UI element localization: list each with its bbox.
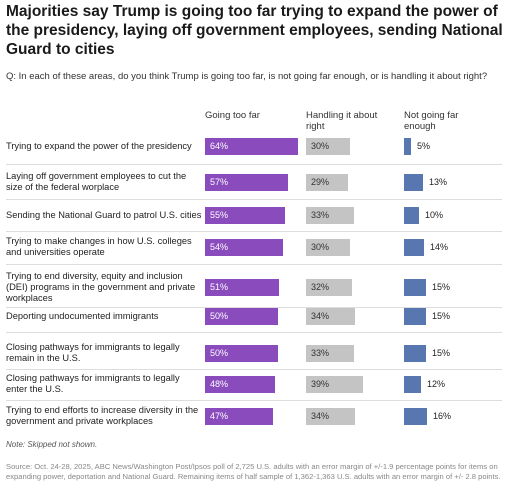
bar-going-too-far (205, 345, 278, 362)
survey-question: Q: In each of these areas, do you think … (6, 71, 488, 82)
bar-not-going-far-enough (404, 376, 421, 393)
data-label-handling-about-right: 30% (311, 242, 330, 252)
row-label: Trying to end diversity, equity and incl… (6, 270, 196, 303)
column-header-not-going-far-enough: Not going far enough (404, 110, 459, 132)
bar-not-going-far-enough (404, 408, 427, 425)
row-label: Closing pathways for immigrants to legal… (6, 373, 180, 394)
bar-handling-about-right (306, 376, 363, 393)
chart-note: Note: Skipped not shown. (6, 440, 98, 449)
bar-not-going-far-enough (404, 207, 419, 224)
data-label-going-too-far: 57% (210, 177, 229, 187)
bar-not-going-far-enough (404, 239, 424, 256)
row-label: Closing pathways for immigrants to legal… (6, 342, 180, 363)
column-header-handling-about-right: Handling it about right (306, 110, 378, 132)
bar-handling-about-right (306, 345, 354, 362)
data-label-not-going-far-enough: 10% (425, 210, 444, 220)
row-divider (6, 231, 502, 232)
data-label-going-too-far: 47% (210, 411, 229, 421)
bar-not-going-far-enough (404, 279, 426, 296)
row-divider (6, 264, 502, 265)
row-divider (6, 332, 502, 333)
row-divider (6, 369, 502, 370)
bar-handling-about-right (306, 408, 355, 425)
data-label-not-going-far-enough: 13% (429, 177, 448, 187)
row-divider (6, 307, 502, 308)
data-label-going-too-far: 48% (210, 379, 229, 389)
bar-going-too-far (205, 408, 273, 425)
bar-not-going-far-enough (404, 138, 411, 155)
bar-going-too-far (205, 308, 278, 325)
bar-not-going-far-enough (404, 174, 423, 191)
bar-handling-about-right (306, 308, 355, 325)
bar-going-too-far (205, 174, 288, 191)
row-label: Trying to expand the power of the presid… (6, 140, 192, 151)
bar-handling-about-right (306, 207, 354, 224)
data-label-not-going-far-enough: 12% (427, 379, 446, 389)
data-label-handling-about-right: 34% (311, 411, 330, 421)
data-label-going-too-far: 51% (210, 282, 229, 292)
chart-title: Majorities say Trump is going too far tr… (6, 3, 503, 58)
data-label-going-too-far: 55% (210, 210, 229, 220)
row-label: Deporting undocumented immigrants (6, 310, 159, 321)
row-label: Laying off government employees to cut t… (6, 171, 187, 192)
bar-not-going-far-enough (404, 308, 426, 325)
bar-not-going-far-enough (404, 345, 426, 362)
bar-going-too-far (205, 138, 298, 155)
row-label: Sending the National Guard to patrol U.S… (6, 209, 202, 220)
bar-handling-about-right (306, 239, 350, 256)
data-label-not-going-far-enough: 5% (417, 141, 431, 151)
bar-handling-about-right (306, 279, 352, 296)
data-label-handling-about-right: 30% (311, 141, 330, 151)
data-label-handling-about-right: 32% (311, 282, 330, 292)
data-label-handling-about-right: 39% (311, 379, 330, 389)
bar-going-too-far (205, 279, 279, 296)
data-label-going-too-far: 54% (210, 242, 229, 252)
data-label-handling-about-right: 29% (311, 177, 330, 187)
row-divider (6, 400, 502, 401)
data-label-going-too-far: 64% (210, 141, 229, 151)
row-label: Trying to end efforts to increase divers… (6, 405, 199, 426)
bar-handling-about-right (306, 174, 348, 191)
row-label: Trying to make changes in how U.S. colle… (6, 236, 192, 257)
bar-going-too-far (205, 376, 275, 393)
data-label-not-going-far-enough: 15% (432, 348, 451, 358)
data-label-not-going-far-enough: 15% (432, 282, 451, 292)
data-label-not-going-far-enough: 15% (432, 311, 451, 321)
column-header-going-too-far: Going too far (205, 110, 260, 121)
data-label-handling-about-right: 33% (311, 210, 330, 220)
bar-handling-about-right (306, 138, 350, 155)
row-divider (6, 164, 502, 165)
data-label-handling-about-right: 33% (311, 348, 330, 358)
data-label-going-too-far: 50% (210, 348, 229, 358)
data-label-going-too-far: 50% (210, 311, 229, 321)
data-label-handling-about-right: 34% (311, 311, 330, 321)
bar-going-too-far (205, 239, 283, 256)
row-divider (6, 199, 502, 200)
chart-source: Source: Oct. 24-28, 2025, ABC News/Washi… (6, 462, 501, 481)
data-label-not-going-far-enough: 14% (430, 242, 449, 252)
data-label-not-going-far-enough: 16% (433, 411, 452, 421)
bar-going-too-far (205, 207, 285, 224)
